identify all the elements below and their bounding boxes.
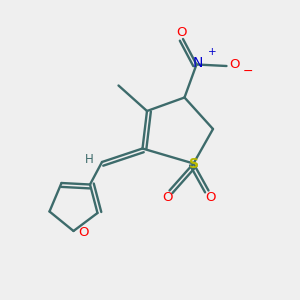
Text: O: O <box>78 226 88 239</box>
Text: N: N <box>193 56 203 70</box>
Text: O: O <box>230 58 240 71</box>
Text: O: O <box>176 26 187 39</box>
Text: O: O <box>206 190 216 204</box>
Text: −: − <box>243 65 253 78</box>
Text: O: O <box>162 190 173 204</box>
Text: +: + <box>208 47 216 57</box>
Text: H: H <box>85 152 94 166</box>
Text: S: S <box>189 157 199 171</box>
